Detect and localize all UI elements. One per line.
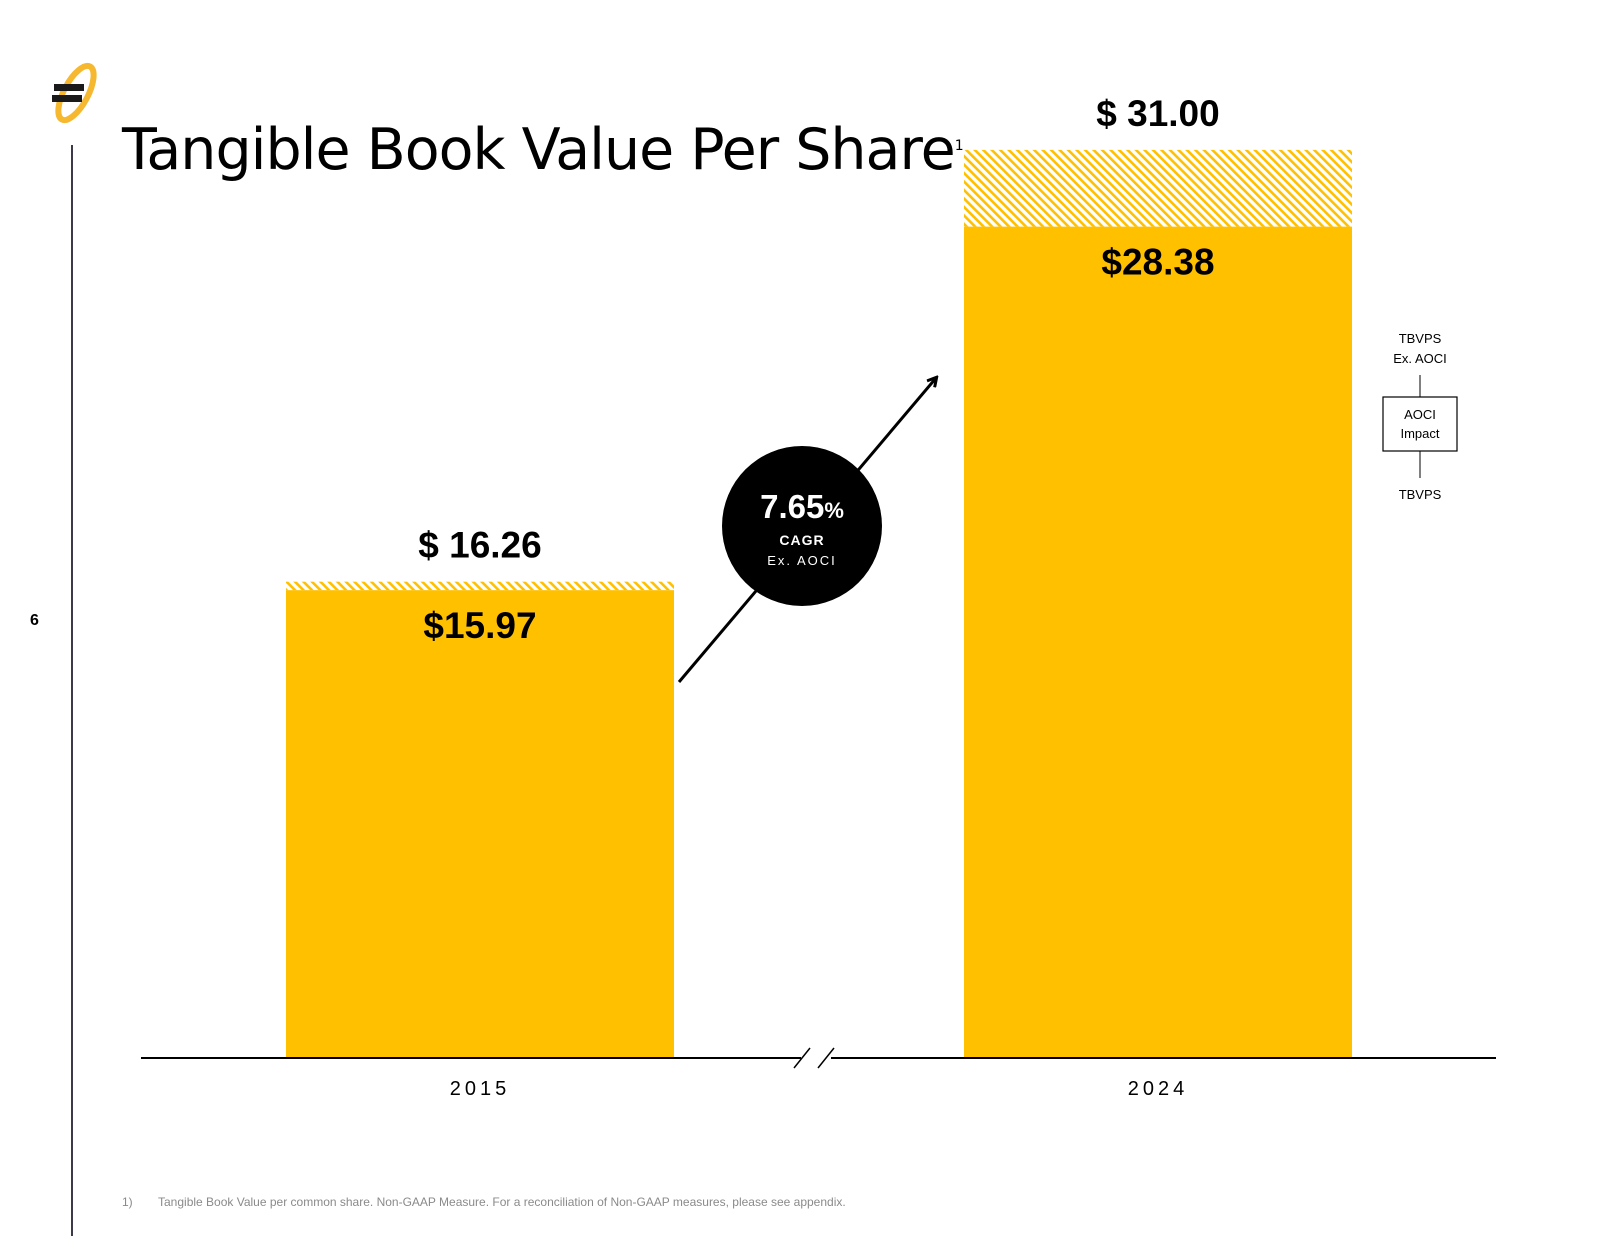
axis-layer bbox=[141, 1047, 1496, 1069]
left-rule bbox=[71, 145, 73, 1236]
axis-break-mark-2 bbox=[817, 1047, 835, 1069]
cagr-label: CAGR bbox=[779, 532, 824, 548]
legend-box-line: AOCI bbox=[1404, 407, 1436, 422]
tbvps-value-label-2015: $15.97 bbox=[423, 605, 536, 646]
legend-bottom-label: TBVPS bbox=[1399, 487, 1442, 502]
page-number: 6 bbox=[30, 612, 39, 629]
title-text: Tangible Book Value Per Share bbox=[122, 117, 956, 183]
footnote-number: 1) bbox=[122, 1195, 133, 1209]
legend-aoci-box bbox=[1382, 396, 1458, 452]
legend-layer: TBVPS Ex. AOCI AOCI Impact TBVPS bbox=[1382, 331, 1458, 502]
legend-top-line: TBVPS bbox=[1399, 331, 1442, 346]
tbvps-bar-2024 bbox=[964, 226, 1352, 1058]
page-title: Tangible Book Value Per Share1 bbox=[122, 116, 964, 184]
aoci-impact-segment-2024 bbox=[964, 149, 1352, 227]
cagr-unit: % bbox=[824, 498, 844, 523]
cagr-sublabel: Ex. AOCI bbox=[767, 553, 836, 568]
x-tick-label-2015: 2015 bbox=[450, 1078, 511, 1100]
cagr-value: 7.65% bbox=[760, 488, 844, 525]
legend-box-line: Impact bbox=[1400, 426, 1439, 441]
axis-break-mark-1 bbox=[793, 1047, 811, 1069]
company-logo bbox=[52, 62, 97, 124]
cagr-badge bbox=[722, 446, 882, 606]
ex-aoci-value-label-2015: $ 16.26 bbox=[418, 525, 541, 566]
aoci-impact-segment-2015 bbox=[286, 581, 674, 591]
x-tick-label-2024: 2024 bbox=[1128, 1078, 1189, 1100]
ex-aoci-value-label-2024: $ 31.00 bbox=[1096, 93, 1219, 134]
cagr-number: 7.65 bbox=[760, 488, 824, 525]
bars-layer: $ 16.26 $15.97 2015 $ 31.00 $28.38 2024 bbox=[286, 93, 1352, 1100]
footnote: 1) Tangible Book Value per common share. … bbox=[122, 1195, 846, 1209]
tbvps-value-label-2024: $28.38 bbox=[1101, 242, 1214, 283]
tbvps-bar-2015 bbox=[286, 590, 674, 1058]
title-footnote-ref: 1 bbox=[954, 138, 964, 154]
legend-top-line: Ex. AOCI bbox=[1393, 351, 1446, 366]
footnote-text: Tangible Book Value per common share. No… bbox=[158, 1195, 846, 1209]
